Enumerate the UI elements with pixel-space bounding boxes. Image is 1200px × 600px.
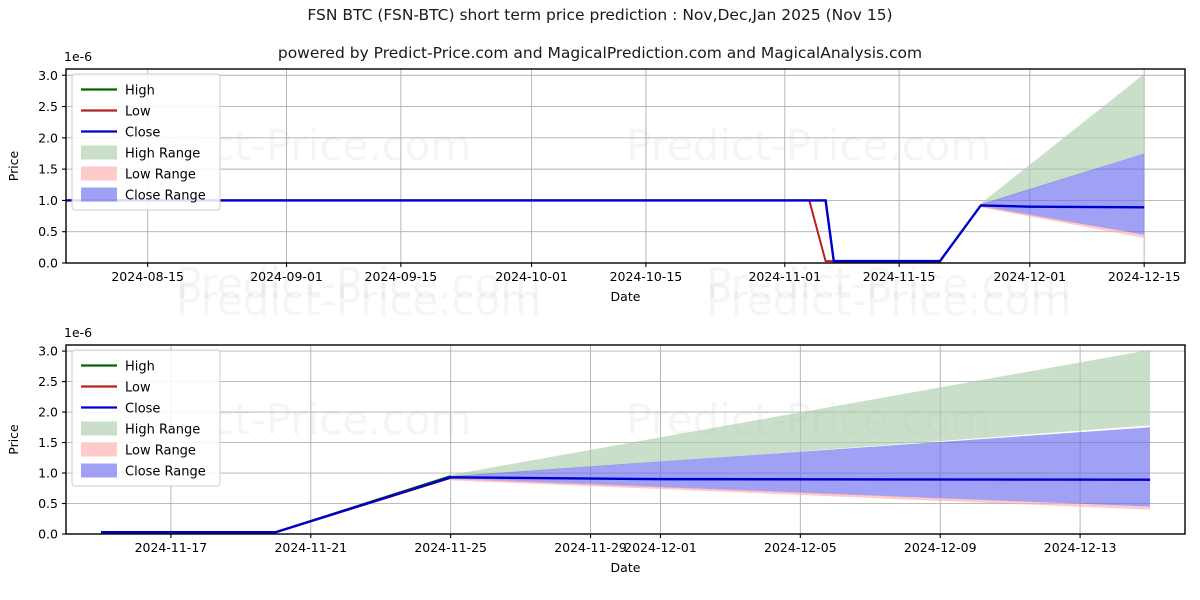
x-tick-label: 2024-09-01 <box>250 269 323 284</box>
y-tick-label: 2.0 <box>38 130 58 145</box>
y-tick-label: 2.5 <box>38 99 58 114</box>
x-tick-label: 2024-10-01 <box>495 269 568 284</box>
x-tick-label: 2024-12-01 <box>624 540 697 555</box>
x-tick-label: 2024-12-01 <box>993 269 1066 284</box>
y-tick-label: 2.5 <box>38 374 58 389</box>
legend-label-high-range: High Range <box>125 423 200 438</box>
y-axis-offset-label: 1e-6 <box>64 49 92 64</box>
y-tick-label: 1.5 <box>38 162 58 177</box>
y-tick-label: 3.0 <box>38 68 58 83</box>
series-line-close <box>100 476 1151 534</box>
y-tick-label: 3.0 <box>38 344 58 359</box>
legend-label-low-range: Low Range <box>125 168 196 183</box>
x-tick-label: 2024-10-15 <box>610 269 683 284</box>
legend-label-high: High <box>125 360 155 375</box>
watermark-text: Predict-Price.com <box>176 276 541 325</box>
legend: High Low Close High Range Low Range Close Ran… <box>71 349 221 487</box>
range-bands <box>980 74 1145 238</box>
band-close-range <box>980 153 1145 235</box>
band-close-range <box>450 427 1151 507</box>
legend-label-low: Low <box>125 105 151 120</box>
band-low-range <box>980 205 1145 238</box>
legend-label-low: Low <box>125 381 151 396</box>
band-high-range <box>980 74 1145 206</box>
y-tick-label: 0.0 <box>38 256 58 271</box>
legend-label-close: Close <box>125 126 160 141</box>
y-tick-label: 1.0 <box>38 193 58 208</box>
axes-frame <box>65 68 1186 264</box>
watermark-text: Predict-Price.com <box>706 276 1071 325</box>
page-title: FSN BTC (FSN-BTC) short term price predi… <box>307 6 893 24</box>
plot-background <box>66 69 1185 263</box>
legend-label-high: High <box>125 84 155 99</box>
y-tick-label: 0.0 <box>38 527 58 542</box>
legend-label-high-range: High Range <box>125 147 200 162</box>
y-axis-offset-label: 1e-6 <box>64 325 92 340</box>
x-tick-label: 2024-08-15 <box>111 269 184 284</box>
y-tick-label: 1.0 <box>38 466 58 481</box>
x-tick-label: 2024-11-25 <box>414 540 487 555</box>
x-tick-label: 2024-11-15 <box>863 269 936 284</box>
y-axis-label: Price <box>6 150 21 181</box>
legend-swatch-close-range <box>81 187 117 202</box>
x-tick-label: 2024-12-13 <box>1044 540 1117 555</box>
series-lines <box>66 199 1145 263</box>
y-tick-label: 1.5 <box>38 435 58 450</box>
band-low-range <box>450 477 1151 510</box>
watermark-text: Predict-Price.com <box>626 121 991 170</box>
bottom-chart: Predict-Price.comPredict-Price.com0.00.5… <box>6 325 1186 575</box>
x-tick-label: 2024-11-17 <box>135 540 208 555</box>
legend-swatch-high-range <box>81 421 117 436</box>
x-tick-label: 2024-12-15 <box>1108 269 1181 284</box>
y-tick-label: 2.0 <box>38 405 58 420</box>
x-axis-label: Date <box>611 289 641 304</box>
series-lines <box>100 475 1151 534</box>
legend-swatch-low-range <box>81 166 117 181</box>
axes-frame <box>65 344 1186 535</box>
page-subtitle: powered by Predict-Price.com and Magical… <box>277 44 923 62</box>
range-bands <box>450 349 1151 510</box>
x-tick-label: 2024-09-15 <box>365 269 438 284</box>
legend: High Low Close High Range Low Range Close Ran… <box>71 73 221 211</box>
axis-ticks: 0.0 0.5 1.0 1.5 2.0 2.5 3.0 2024-11-17 2024-11-2… <box>38 344 1116 555</box>
legend-label-close: Close <box>125 402 160 417</box>
x-tick-label: 2024-11-29 <box>554 540 627 555</box>
y-tick-label: 0.5 <box>38 496 58 511</box>
x-axis-label: Date <box>611 560 641 575</box>
y-tick-label: 0.5 <box>38 224 58 239</box>
legend-swatch-high-range <box>81 145 117 160</box>
axis-ticks: 0.0 0.5 1.0 1.5 2.0 2.5 3.0 2024-08-15 2024-09-0… <box>38 68 1180 284</box>
legend-label-low-range: Low Range <box>125 444 196 459</box>
x-tick-label: 2024-12-05 <box>764 540 837 555</box>
legend-label-close-range: Close Range <box>125 189 206 204</box>
series-line-close <box>66 199 1145 263</box>
x-tick-label: 2024-11-21 <box>274 540 347 555</box>
x-tick-label: 2024-12-09 <box>904 540 977 555</box>
band-high-range <box>450 349 1151 478</box>
legend-label-close-range: Close Range <box>125 465 206 480</box>
x-tick-label: 2024-11-01 <box>748 269 821 284</box>
y-axis-label: Price <box>6 424 21 455</box>
legend-swatch-low-range <box>81 442 117 457</box>
top-chart: Predict-Price.comPredict-Price.com0.00.5… <box>6 49 1186 304</box>
legend-swatch-close-range <box>81 463 117 478</box>
